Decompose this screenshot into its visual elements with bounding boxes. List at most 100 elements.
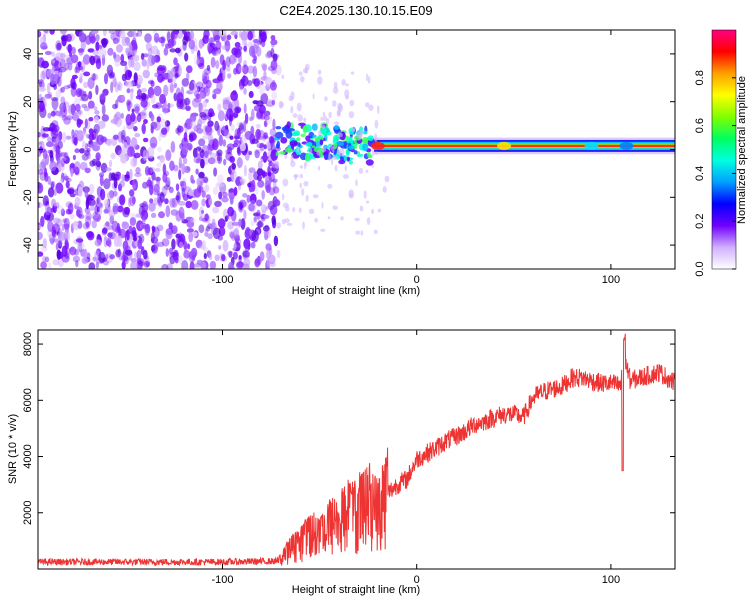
noise-speckle (171, 238, 176, 250)
noise-speckle (242, 64, 249, 75)
faint-speckle (281, 74, 285, 79)
noise-speckle (253, 216, 257, 222)
noise-speckle (193, 125, 199, 132)
noise-speckle (203, 85, 211, 97)
noise-speckle (248, 167, 256, 173)
noise-speckle (190, 218, 196, 223)
noise-speckle (241, 75, 249, 87)
noise-speckle (85, 35, 92, 45)
noise-speckle (49, 150, 54, 159)
noise-speckle (269, 128, 277, 137)
noise-speckle (128, 197, 131, 208)
noise-speckle (193, 188, 202, 198)
noise-speckle (161, 127, 168, 135)
faint-speckle (339, 148, 345, 157)
noise-speckle (53, 68, 60, 74)
band-blob (332, 138, 338, 145)
noise-speckle (73, 161, 81, 173)
noise-speckle (237, 146, 241, 155)
spectrogram-y-ticks: 40 20 0 -20 -40 (22, 48, 675, 253)
noise-speckle (153, 32, 160, 44)
noise-speckle (130, 157, 138, 168)
noise-speckle (146, 59, 150, 70)
noise-speckle (50, 73, 55, 86)
noise-speckle (271, 160, 278, 169)
noise-speckle (179, 98, 188, 110)
noise-speckle (171, 30, 179, 39)
noise-speckle (173, 164, 179, 172)
noise-speckle (128, 44, 133, 52)
colorbar: 0.0 0.2 0.4 0.6 0.8 Normalized spectral ampl… (694, 29, 748, 277)
faint-speckle (355, 179, 358, 187)
noise-speckle (170, 67, 176, 77)
noise-speckle (171, 225, 178, 235)
faint-speckle (292, 113, 298, 118)
noise-speckle (40, 70, 46, 82)
noise-speckle (39, 161, 47, 172)
noise-speckle (85, 197, 90, 210)
noise-speckle (205, 225, 211, 232)
noise-speckle (78, 214, 85, 220)
band-blob (284, 147, 293, 153)
noise-speckle (231, 169, 237, 182)
faint-speckle (374, 151, 378, 156)
noise-speckle (38, 131, 41, 138)
colorbar-label: Normalized spectral amplitude (736, 76, 748, 224)
noise-speckle (215, 181, 224, 188)
band-peak (619, 141, 634, 150)
noise-speckle (186, 243, 191, 250)
noise-speckle (82, 130, 87, 137)
noise-speckle (71, 74, 78, 80)
noise-speckle (265, 115, 273, 124)
noise-speckle (92, 49, 99, 56)
noise-speckle (198, 148, 204, 153)
noise-speckle (270, 149, 279, 161)
noise-speckle (216, 156, 221, 162)
noise-speckle (168, 186, 174, 194)
noise-speckle (168, 222, 173, 230)
noise-speckle (130, 137, 138, 149)
faint-speckle (365, 102, 370, 108)
noise-speckle (237, 156, 241, 169)
noise-speckle (263, 115, 270, 121)
noise-speckle (141, 122, 146, 135)
faint-speckle (320, 116, 324, 121)
noise-speckle (133, 126, 138, 132)
noise-speckle (135, 95, 142, 100)
noise-speckle (196, 177, 204, 187)
noise-speckle (158, 36, 166, 44)
noise-speckle (89, 160, 96, 167)
noise-speckle (125, 81, 133, 88)
noise-speckle (61, 254, 70, 263)
noise-speckle (64, 175, 69, 181)
noise-speckle (189, 261, 195, 269)
noise-speckle (117, 83, 121, 91)
noise-speckle (131, 108, 135, 113)
noise-speckle (266, 256, 271, 267)
noise-speckle (133, 72, 138, 84)
noise-speckle (273, 199, 281, 207)
noise-speckle (159, 192, 165, 203)
noise-speckle (251, 108, 255, 121)
noise-speckle (239, 85, 244, 91)
noise-speckle (106, 190, 114, 201)
noise-speckle (84, 118, 88, 129)
noise-speckle (73, 111, 78, 122)
noise-speckle (169, 198, 176, 208)
noise-speckle (85, 231, 94, 239)
noise-speckle (59, 102, 65, 112)
noise-speckle (132, 179, 136, 190)
faint-speckle (281, 193, 285, 201)
noise-speckle (75, 260, 79, 268)
noise-speckle (169, 48, 177, 53)
faint-speckle (371, 164, 374, 168)
noise-speckle (205, 194, 211, 200)
noise-speckle (53, 201, 60, 207)
noise-speckle (214, 254, 220, 262)
faint-speckle (284, 154, 288, 159)
noise-speckle (117, 183, 123, 192)
noise-speckle (207, 120, 214, 127)
noise-speckle (38, 30, 42, 38)
band-blob (362, 143, 369, 152)
